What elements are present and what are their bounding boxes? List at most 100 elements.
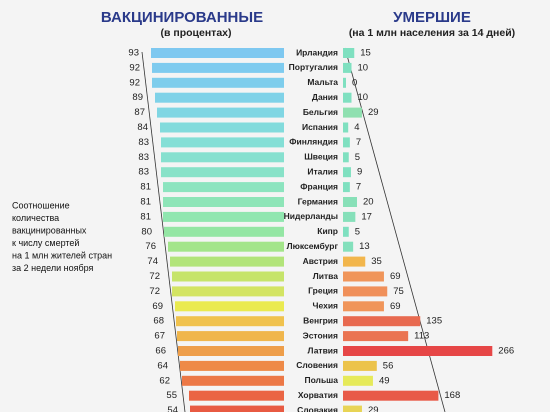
value-label: 66 [155, 346, 166, 357]
value-label: 69 [390, 301, 401, 312]
value-label: 84 [137, 122, 148, 133]
diagonal-line [141, 51, 186, 412]
country-label: Австрия [303, 256, 338, 266]
value-label: 266 [498, 346, 514, 357]
value-label: 92 [129, 62, 140, 73]
value-label: 75 [393, 286, 404, 297]
bar [343, 360, 377, 371]
value-label: 10 [358, 62, 369, 73]
country-label: Эстония [303, 330, 338, 340]
note-line: на 1 млн жителей стран [12, 250, 112, 260]
value-label: 87 [134, 107, 145, 118]
bar [343, 137, 350, 148]
value-label: 29 [368, 405, 379, 412]
bar [343, 375, 373, 386]
country-label: Венгрия [303, 315, 338, 325]
value-label: 89 [132, 92, 143, 103]
bar [175, 301, 284, 312]
value-label: 81 [140, 182, 151, 193]
bar [164, 226, 284, 237]
country-label: Литва [313, 271, 338, 281]
bar [343, 211, 356, 222]
country-label: Польша [304, 375, 338, 385]
country-label: Франция [300, 181, 338, 191]
bar [163, 211, 284, 222]
bar [343, 301, 384, 312]
note-line: количества [12, 213, 59, 223]
bar [161, 167, 284, 178]
bar [343, 62, 352, 73]
value-label: 5 [355, 152, 360, 163]
note-line: вакцинированных [12, 225, 87, 235]
bar [343, 92, 352, 103]
country-label: Кипр [317, 226, 338, 236]
bar [343, 197, 357, 207]
bar [163, 197, 284, 207]
bar [151, 48, 284, 58]
bar [155, 92, 284, 103]
bar [343, 405, 362, 412]
country-label: Ирландия [296, 47, 338, 57]
bar [177, 331, 284, 342]
country-label: Германия [298, 196, 338, 206]
value-label: 93 [128, 48, 139, 59]
value-label: 55 [166, 390, 177, 401]
value-label: 10 [358, 92, 369, 103]
bar [152, 62, 284, 73]
bar [189, 390, 284, 401]
bar [343, 107, 362, 118]
value-label: 72 [149, 286, 160, 297]
value-label: 113 [414, 331, 429, 342]
bar [343, 152, 349, 163]
bar [178, 346, 284, 356]
bar [343, 241, 354, 252]
value-label: 67 [154, 331, 165, 342]
country-label: Чехия [313, 301, 339, 311]
value-label: 81 [140, 211, 151, 222]
bar [343, 167, 351, 178]
bar [343, 316, 421, 327]
country-label: Мальта [307, 77, 338, 87]
bar [343, 182, 350, 193]
value-label: 83 [138, 152, 149, 163]
bar [343, 48, 355, 58]
country-label: Португалия [289, 62, 338, 72]
right-title: УМЕРШИЕ [393, 9, 471, 26]
value-label: 29 [368, 107, 379, 118]
value-label: 49 [379, 375, 390, 386]
value-label: 69 [390, 271, 401, 282]
note-line: за 2 недели ноября [12, 263, 94, 273]
value-label: 20 [363, 197, 374, 208]
bar [343, 271, 384, 282]
value-label: 13 [359, 241, 370, 252]
bar [161, 137, 284, 148]
value-label: 64 [157, 360, 168, 371]
value-label: 56 [383, 360, 394, 371]
bar [161, 152, 284, 163]
note-line: к числу смертей [12, 238, 79, 248]
country-label: Нидерланды [284, 211, 338, 221]
left-title: ВАКЦИНИРОВАННЫЕ [101, 9, 263, 26]
bar [182, 375, 284, 386]
value-label: 7 [356, 137, 361, 148]
bar [157, 107, 284, 118]
country-label: Люксембург [287, 241, 339, 251]
value-label: 72 [149, 271, 160, 282]
country-label: Испания [302, 122, 338, 132]
value-label: 69 [152, 301, 163, 312]
value-label: 0 [352, 77, 357, 88]
bar [343, 226, 349, 237]
value-label: 9 [357, 167, 362, 178]
value-label: 35 [371, 256, 382, 267]
right-subtitle: (на 1 млн населения за 14 дней) [349, 27, 515, 39]
bar [172, 271, 284, 282]
bar [152, 77, 284, 88]
note-line: Соотношение [12, 200, 70, 210]
left-subtitle: (в процентах) [161, 27, 232, 39]
bar [170, 256, 284, 267]
country-label: Хорватия [298, 390, 338, 400]
value-label: 76 [145, 241, 156, 252]
value-label: 7 [356, 182, 361, 193]
country-label: Швеция [304, 152, 338, 162]
